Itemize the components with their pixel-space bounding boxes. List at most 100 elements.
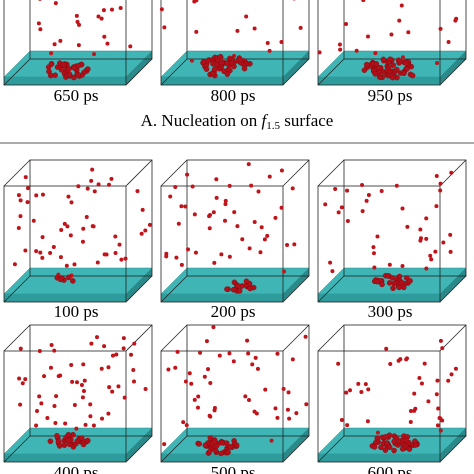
cluster-atom bbox=[386, 444, 393, 450]
cluster-atom bbox=[404, 66, 410, 72]
time-label: 400 ps bbox=[54, 463, 99, 474]
atom bbox=[446, 378, 451, 383]
cluster-atom bbox=[379, 281, 385, 288]
atom bbox=[106, 411, 111, 416]
atom bbox=[91, 224, 96, 229]
atom bbox=[366, 387, 371, 392]
cluster-atom bbox=[391, 438, 397, 445]
atom bbox=[435, 378, 440, 383]
atom bbox=[202, 374, 207, 379]
cluster-atom bbox=[235, 282, 241, 289]
atom bbox=[45, 416, 50, 421]
box-edge bbox=[125, 435, 153, 463]
atom bbox=[364, 198, 369, 203]
atom bbox=[359, 389, 364, 394]
atom bbox=[63, 421, 68, 426]
atom bbox=[25, 186, 30, 191]
box-front bbox=[160, 350, 284, 463]
cluster-atom bbox=[378, 444, 384, 451]
cluster-atom bbox=[47, 438, 54, 444]
surface-slab-front bbox=[4, 294, 126, 302]
atom bbox=[406, 30, 411, 35]
box-front bbox=[3, 185, 127, 303]
cluster-atom bbox=[406, 446, 413, 452]
atom bbox=[185, 172, 190, 177]
atom bbox=[51, 244, 56, 249]
atom bbox=[34, 193, 39, 198]
time-label: 100 ps bbox=[54, 302, 99, 321]
box-edge bbox=[3, 324, 31, 352]
atom bbox=[419, 236, 424, 241]
atom bbox=[275, 351, 280, 356]
cluster-atom bbox=[376, 64, 382, 71]
surface-slab-side bbox=[126, 51, 152, 85]
atom bbox=[448, 249, 453, 254]
atom bbox=[336, 210, 341, 215]
box-edge bbox=[160, 435, 188, 463]
atom bbox=[105, 41, 110, 46]
atom bbox=[333, 186, 338, 191]
surface-slab-front bbox=[4, 77, 126, 85]
atom bbox=[102, 344, 107, 349]
cluster-atom bbox=[52, 72, 58, 78]
atom bbox=[90, 167, 95, 172]
atom bbox=[281, 386, 286, 391]
atom bbox=[339, 205, 344, 210]
atom bbox=[129, 352, 134, 357]
atom bbox=[42, 374, 47, 379]
cluster-atom bbox=[371, 444, 378, 450]
atom bbox=[79, 382, 84, 387]
atom bbox=[243, 394, 248, 399]
atom bbox=[204, 339, 209, 344]
atom bbox=[106, 365, 111, 370]
cluster-atom bbox=[233, 442, 240, 448]
atom bbox=[106, 182, 111, 187]
atom bbox=[147, 222, 152, 227]
atom bbox=[194, 0, 199, 3]
box-edge bbox=[282, 159, 310, 187]
atom bbox=[35, 409, 40, 414]
snapshot bbox=[3, 0, 153, 86]
surface-slab-side bbox=[283, 51, 309, 85]
surface-slab-side bbox=[440, 428, 466, 462]
box-edge bbox=[282, 324, 310, 352]
time-label: 200 ps bbox=[211, 302, 256, 321]
atom bbox=[183, 379, 188, 384]
atom bbox=[255, 366, 260, 371]
atom bbox=[76, 43, 81, 48]
atom bbox=[101, 8, 106, 13]
atom bbox=[426, 399, 431, 404]
atom bbox=[39, 401, 44, 406]
atom bbox=[441, 240, 446, 245]
atom bbox=[99, 366, 104, 371]
box-edge bbox=[125, 275, 153, 303]
atom bbox=[135, 189, 140, 194]
atom bbox=[244, 14, 249, 19]
atom bbox=[448, 232, 453, 237]
box-front bbox=[317, 185, 441, 303]
atom bbox=[173, 365, 178, 370]
atom bbox=[372, 265, 377, 270]
atom bbox=[76, 184, 81, 189]
atom bbox=[179, 204, 184, 209]
cluster-atom bbox=[387, 56, 393, 62]
cluster-atom bbox=[55, 438, 62, 445]
cluster-atom bbox=[58, 67, 65, 73]
atom bbox=[176, 221, 181, 226]
box-edge bbox=[317, 159, 345, 187]
atom bbox=[396, 358, 401, 363]
cluster-atom bbox=[228, 60, 235, 66]
cluster-atom bbox=[196, 441, 202, 447]
cluster-atom bbox=[211, 438, 218, 445]
cluster-atom bbox=[361, 67, 368, 73]
atom bbox=[263, 387, 268, 392]
cluster-atom bbox=[230, 286, 237, 293]
atom bbox=[397, 18, 402, 23]
atom bbox=[62, 221, 67, 226]
cluster-atom bbox=[373, 61, 380, 67]
atom bbox=[83, 422, 88, 427]
atom bbox=[208, 381, 213, 386]
atom bbox=[109, 7, 114, 12]
atom bbox=[37, 349, 42, 354]
